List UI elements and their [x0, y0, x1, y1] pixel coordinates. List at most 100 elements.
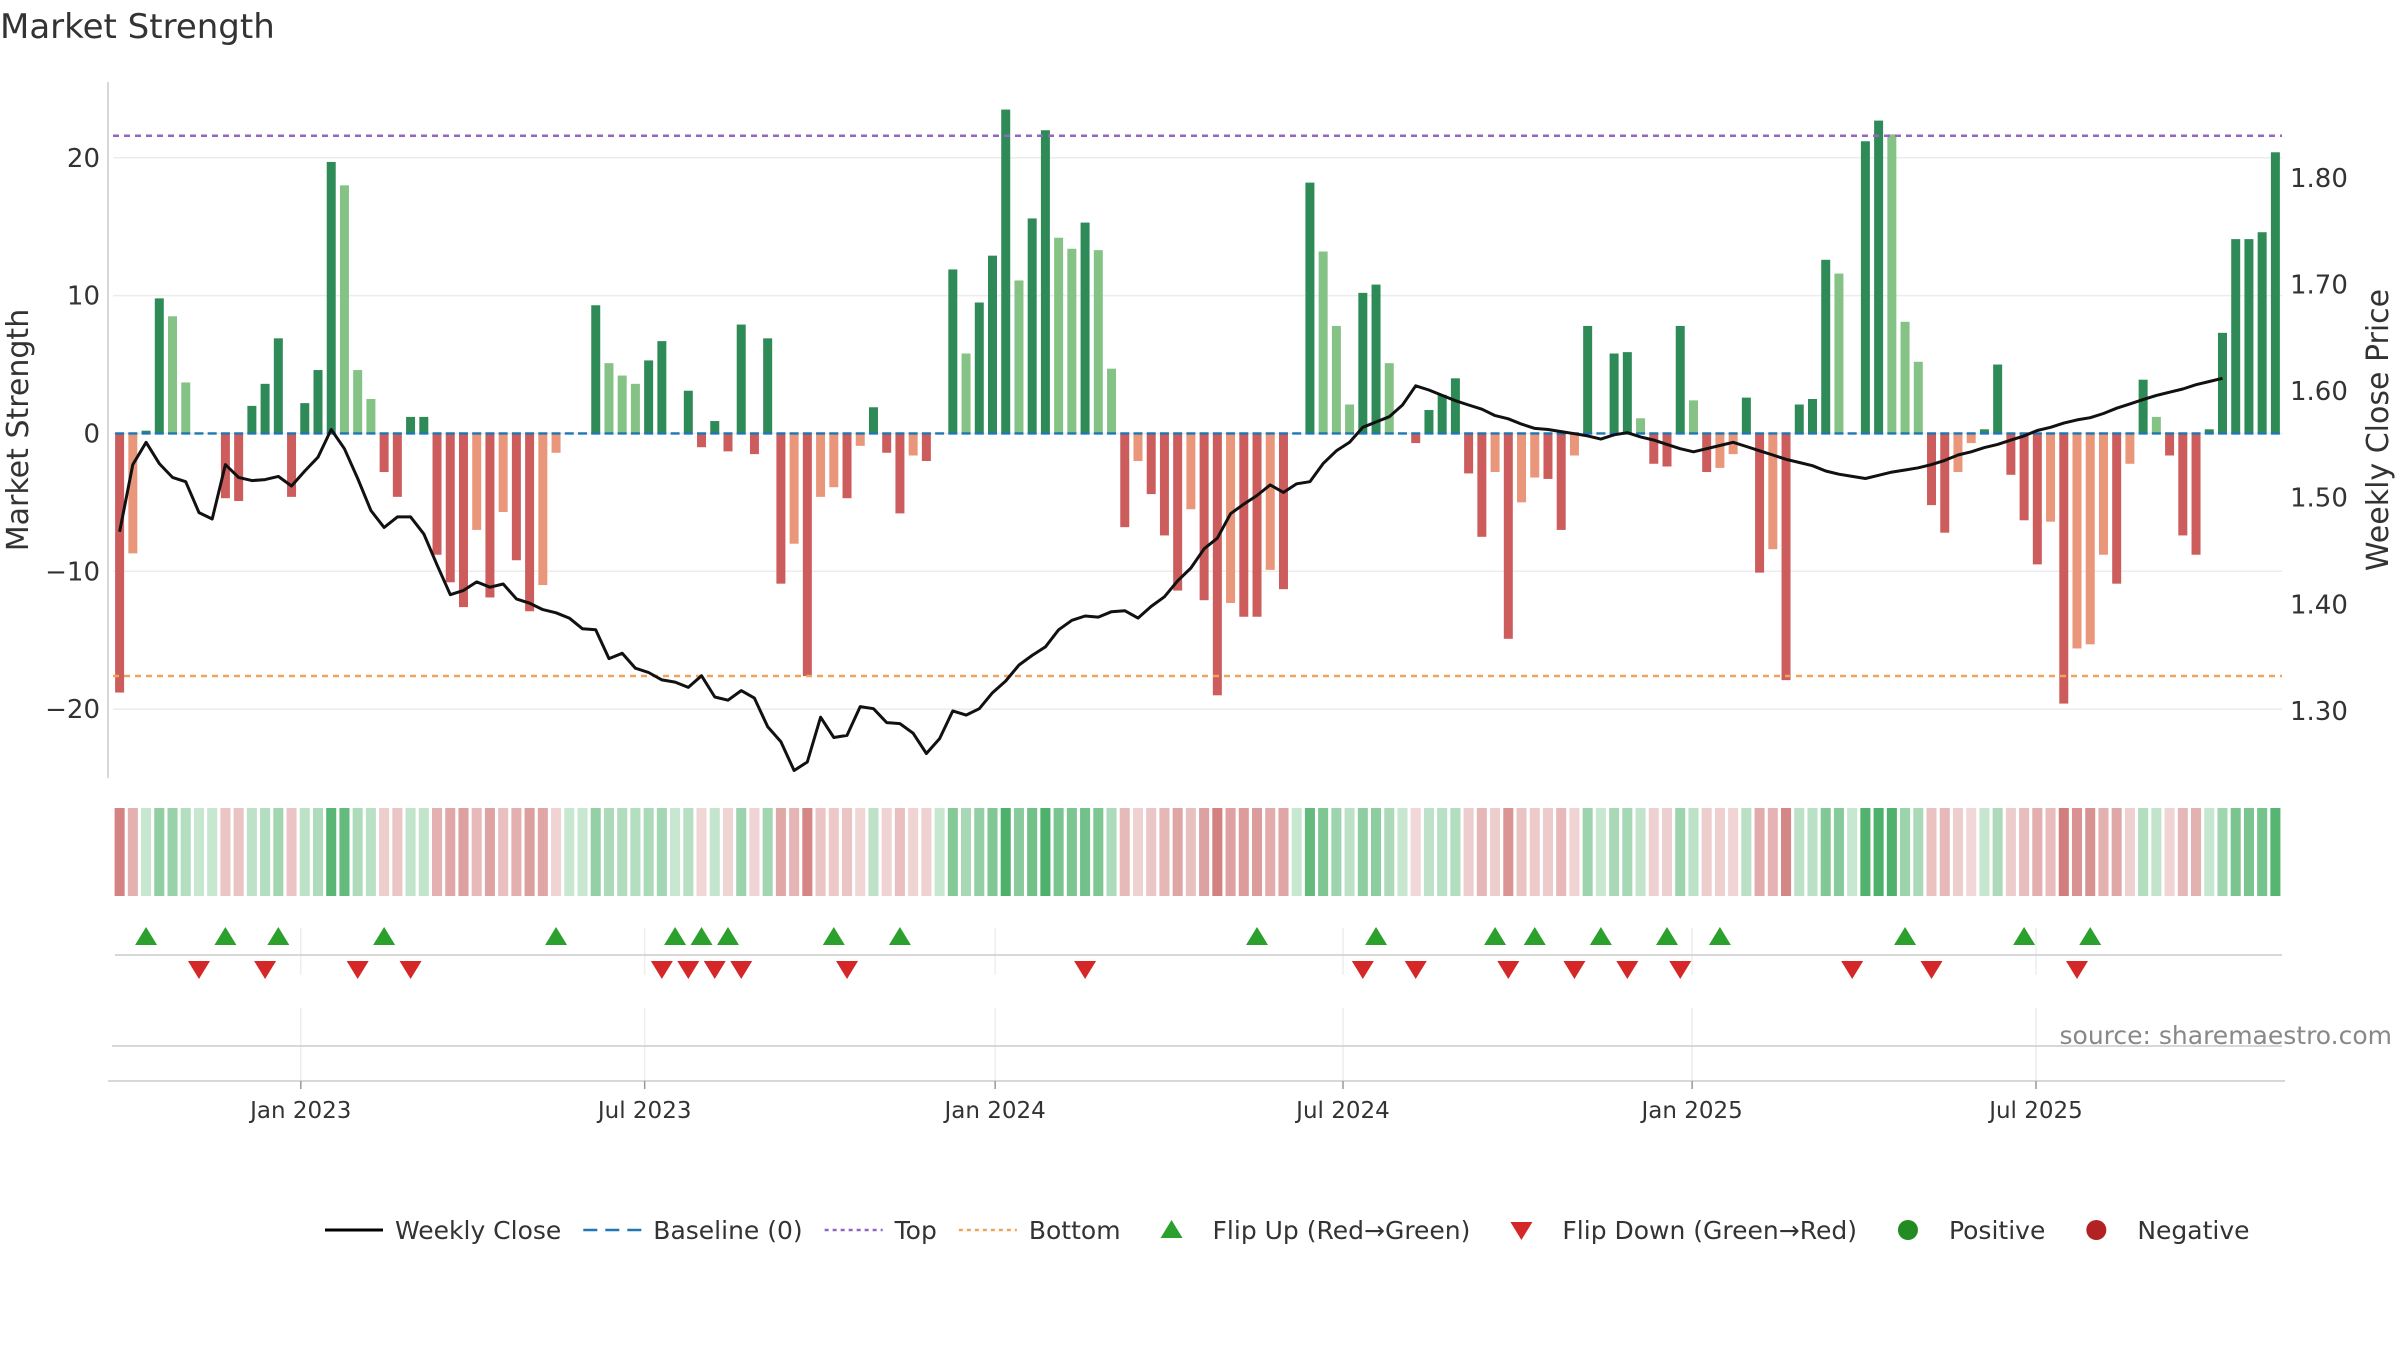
- strength-bar: [1781, 433, 1791, 681]
- strip-cell: [1966, 808, 1977, 896]
- legend-swatch-circle: [1897, 1220, 1918, 1240]
- strength-bar: [432, 433, 442, 555]
- strip-cell: [855, 808, 866, 896]
- strength-bar: [974, 302, 984, 434]
- legend-item: Negative: [2086, 1216, 2250, 1245]
- flip-up-marker: [888, 927, 911, 945]
- strength-bar: [1609, 353, 1619, 434]
- strip-cell: [1794, 808, 1805, 896]
- flip-up-marker: [214, 927, 237, 945]
- strip-cell: [1185, 808, 1196, 896]
- strength-bar: [1622, 352, 1632, 434]
- strength-bar: [1649, 433, 1659, 464]
- strength-bar: [154, 298, 164, 434]
- strength-bar: [2151, 416, 2161, 434]
- flip-down-marker: [2066, 961, 2089, 979]
- strip-cell: [577, 808, 588, 896]
- strip-cell: [1265, 808, 1276, 896]
- strip-cell: [1476, 808, 1487, 896]
- strip-cell: [921, 808, 932, 896]
- strength-bar: [1120, 433, 1130, 528]
- legend-swatch-circle: [2086, 1220, 2107, 1240]
- y-tick-label: −10: [45, 557, 100, 587]
- strip-cell: [762, 808, 773, 896]
- legend-label: Positive: [1949, 1216, 2045, 1245]
- strip-cell: [1741, 808, 1752, 896]
- strip-cell: [815, 808, 826, 896]
- strip-cell: [2151, 808, 2162, 896]
- strip-cell: [498, 808, 509, 896]
- strength-bar: [1900, 321, 1910, 434]
- strength-bar: [789, 433, 799, 544]
- strength-bar: [313, 370, 323, 434]
- legend-item: Weekly Close: [325, 1216, 561, 1245]
- strength-bar: [1067, 248, 1077, 434]
- strength-bar: [1107, 368, 1117, 434]
- strip-cell: [1159, 808, 1170, 896]
- y2-tick-label: 1.40: [2290, 590, 2348, 620]
- x-axis-ticks: Jan 2023 Jul 2023 Jan 2024 Jul 2024 Jan 2025…: [248, 1081, 2083, 1124]
- strip-cell: [2243, 808, 2254, 896]
- strip-cell: [511, 808, 522, 896]
- strip-cell: [881, 808, 892, 896]
- strip-cell: [1318, 808, 1329, 896]
- x-tick-label: Jul 2024: [1294, 1098, 1390, 1124]
- strength-bar: [1913, 361, 1923, 434]
- strip-cell: [1701, 808, 1712, 896]
- strength-bar: [1530, 433, 1540, 478]
- strength-bar: [1093, 250, 1103, 434]
- strength-bar: [538, 433, 548, 586]
- strength-bar: [1860, 141, 1870, 434]
- strip-cell: [1900, 808, 1911, 896]
- legend-label: Bottom: [1029, 1216, 1121, 1245]
- strength-bar: [1384, 363, 1394, 434]
- strip-cell: [339, 808, 350, 896]
- strength-bar: [485, 433, 495, 598]
- x-tick-label: Jan 2023: [248, 1098, 351, 1124]
- strip-cell: [961, 808, 972, 896]
- y2-tick-label: 1.80: [2290, 164, 2348, 194]
- y-tick-label: 0: [83, 419, 100, 449]
- legend-item: Bottom: [958, 1216, 1121, 1245]
- flip-down-marker: [650, 961, 673, 979]
- strip-cell: [445, 808, 456, 896]
- strength-bar: [1345, 404, 1355, 434]
- strip-cell: [365, 808, 376, 896]
- strength-bar: [630, 383, 640, 434]
- main-panel: −20 −10 0 10 20 1.30 1.40 1.50 1.60 1.70 1.80 Mar…: [1, 82, 2396, 778]
- flip-up-marker: [1246, 927, 1269, 945]
- strength-bar: [1226, 433, 1236, 603]
- flip-markers-panel: [115, 927, 2282, 979]
- strip-cell: [1847, 808, 1858, 896]
- strip-cell: [484, 808, 495, 896]
- strip-cell: [1569, 808, 1580, 896]
- strip-cell: [1384, 808, 1395, 896]
- left-y-ticks: −20 −10 0 10 20: [45, 144, 100, 725]
- strip-cell: [1913, 808, 1924, 896]
- strip-cell: [1278, 808, 1289, 896]
- legend-label: Weekly Close: [395, 1216, 561, 1245]
- strength-bar: [458, 433, 468, 608]
- strip-cell: [1013, 808, 1024, 896]
- strip-cell: [1767, 808, 1778, 896]
- strength-bar: [1014, 280, 1024, 434]
- strength-bar: [392, 433, 402, 497]
- strength-bar: [1437, 394, 1447, 434]
- legend-item: Baseline (0): [583, 1216, 803, 1245]
- strip-cell: [2191, 808, 2202, 896]
- strip-cell: [1000, 808, 1011, 896]
- flip-up-marker: [545, 927, 568, 945]
- strength-bar: [115, 433, 125, 693]
- strength-bar: [300, 403, 310, 434]
- strength-bar: [2165, 433, 2175, 456]
- strength-bar: [1874, 120, 1884, 434]
- strip-cell: [207, 808, 218, 896]
- strip-cell: [1542, 808, 1554, 896]
- legend-label: Flip Up (Red→Green): [1213, 1216, 1471, 1245]
- strength-bar: [2270, 152, 2280, 434]
- strip-cell: [603, 808, 614, 896]
- strength-bar: [511, 433, 521, 561]
- strip-cell: [2257, 808, 2268, 896]
- strength-bar: [1490, 433, 1500, 473]
